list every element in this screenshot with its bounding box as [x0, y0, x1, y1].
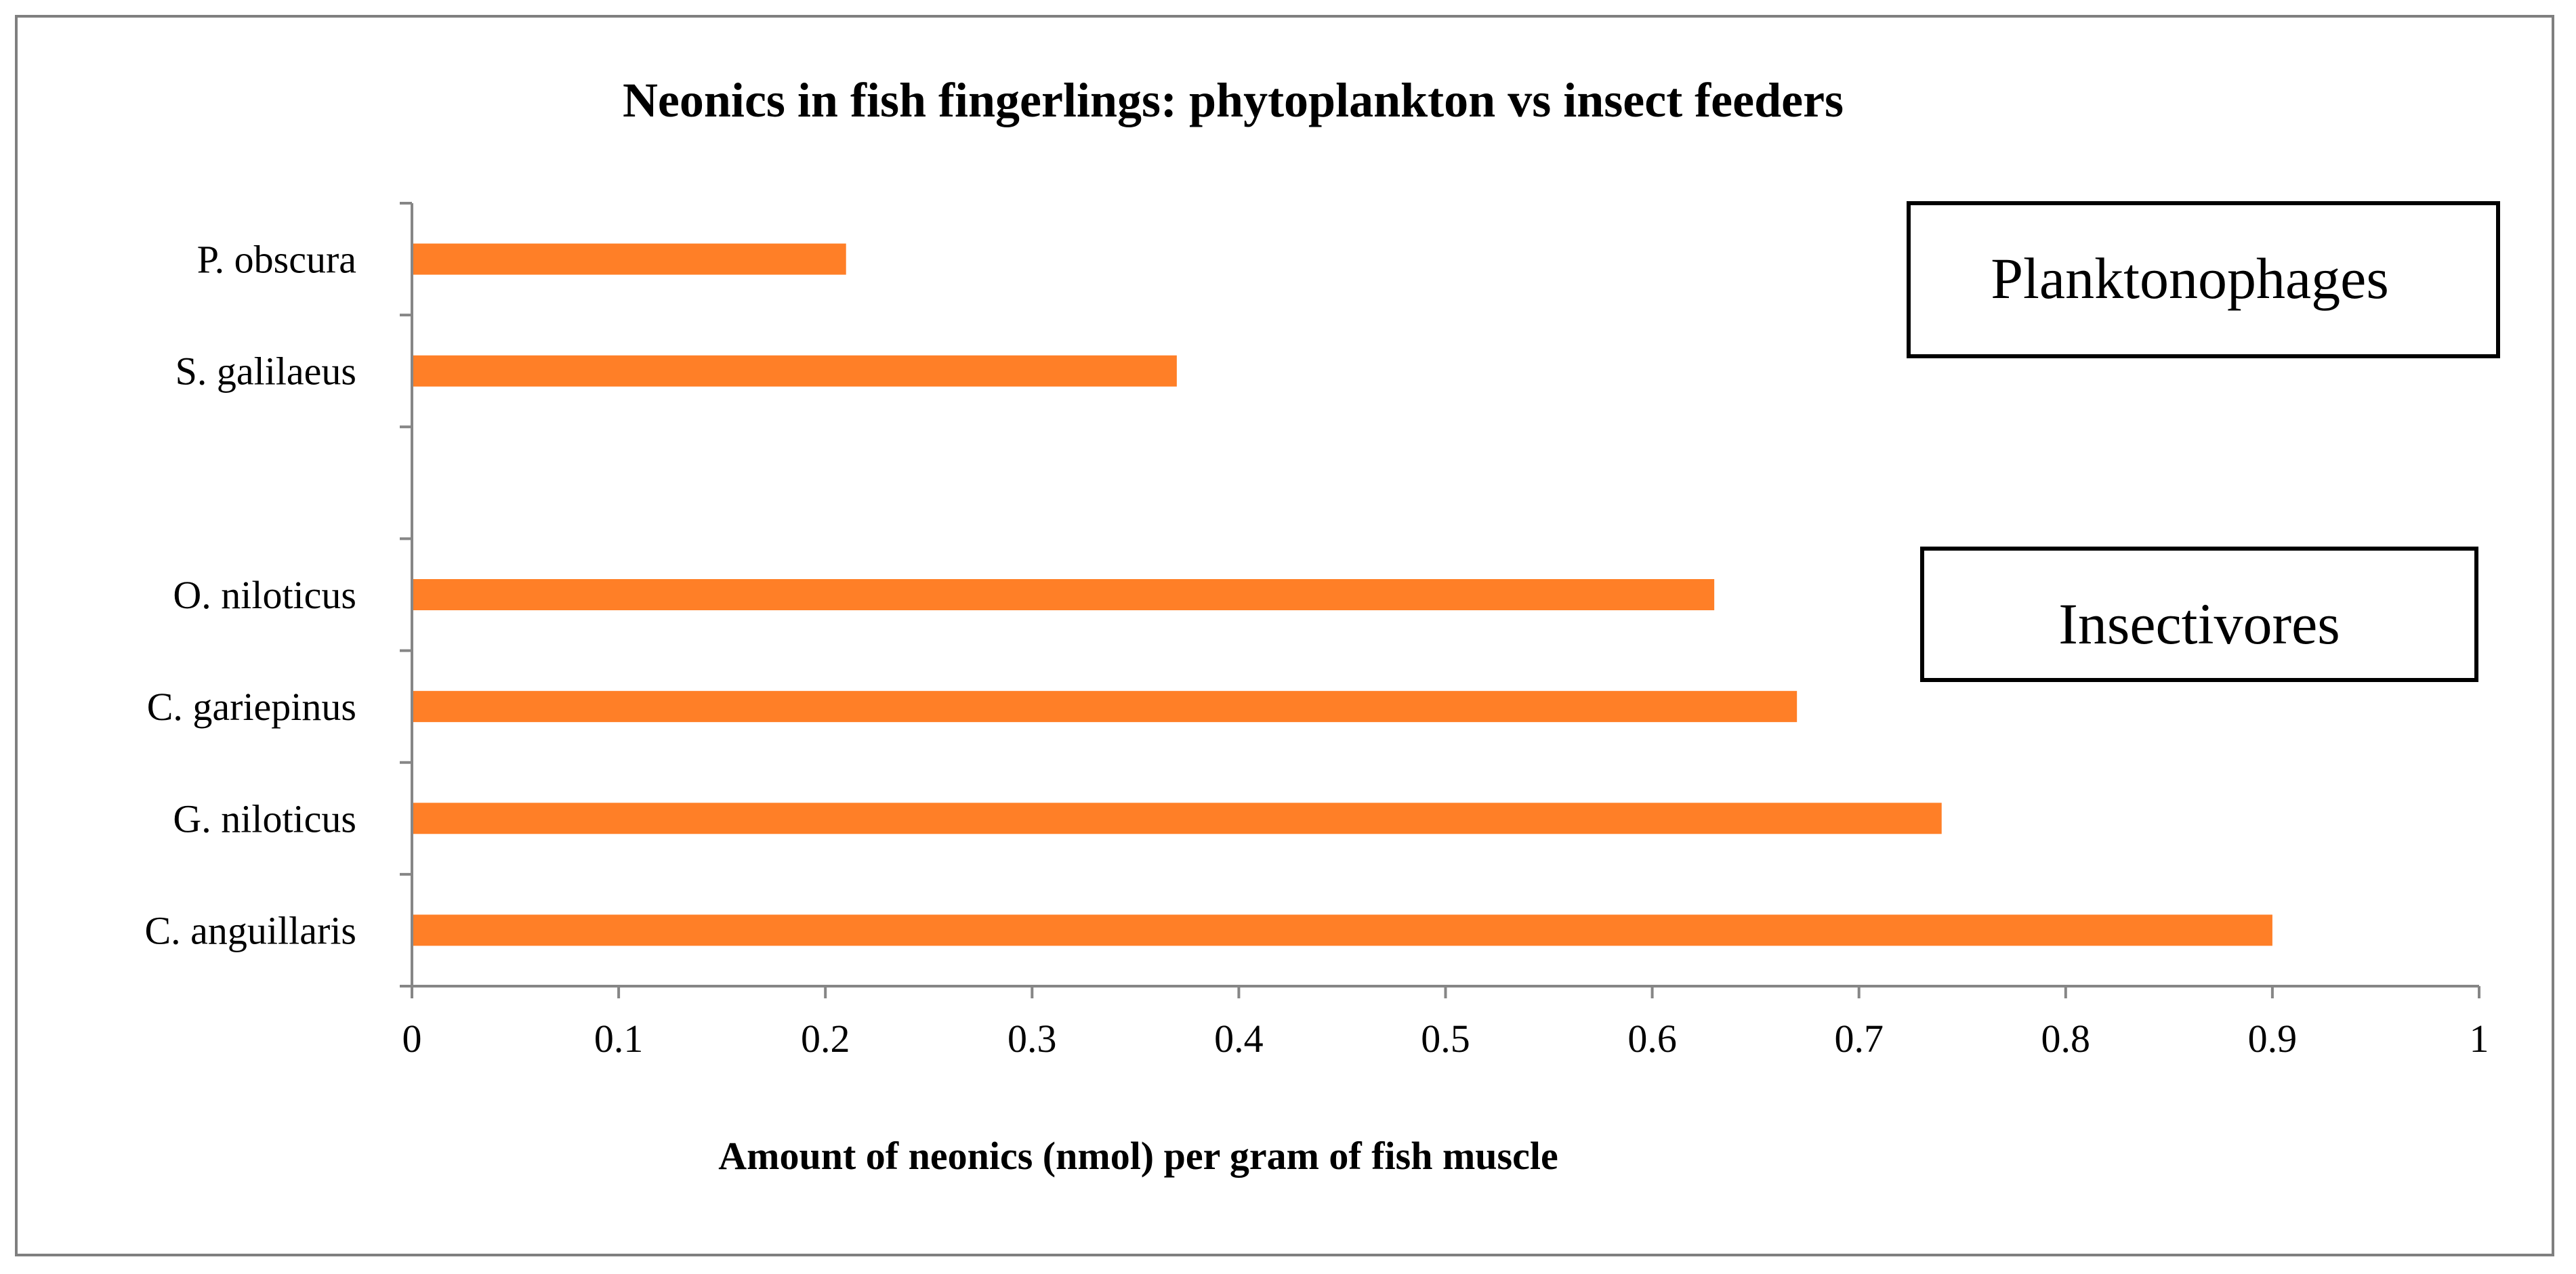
annotation-insectivores: Insectivores	[1920, 547, 2478, 682]
x-tick-label: 0.1	[594, 1017, 644, 1061]
category-label-c-anguillaris: C. anguillaris	[144, 908, 356, 952]
category-label-g-niloticus: G. niloticus	[173, 797, 356, 841]
x-tick-label: 0	[402, 1017, 422, 1061]
category-label-c-gariepinus: C. gariepinus	[147, 685, 356, 729]
annotation-planktonophages-box	[1907, 201, 2500, 358]
labels-layer: P. obscura S. galilaeus O. niloticus C. gar…	[144, 238, 2489, 1061]
bar-c-anguillaris	[412, 914, 2272, 946]
category-label-p-obscura: P. obscura	[197, 238, 356, 282]
annotation-insectivores-box	[1920, 547, 2478, 682]
bar-g-niloticus	[412, 803, 1942, 834]
bar-c-gariepinus	[412, 691, 1798, 723]
bar-o-niloticus	[412, 579, 1715, 610]
x-tick-label: 0.2	[801, 1017, 850, 1061]
chart-title: Neonics in fish fingerlings: phytoplankt…	[623, 73, 1844, 127]
axes-layer	[400, 202, 2480, 998]
x-tick-label: 0.3	[1007, 1017, 1057, 1061]
x-tick-label: 0.9	[2248, 1017, 2298, 1061]
x-tick-label: 0.4	[1214, 1017, 1264, 1061]
category-label-o-niloticus: O. niloticus	[173, 573, 356, 617]
category-label-s-galilaeus: S. galilaeus	[175, 349, 356, 394]
annotation-planktonophages: Planktonophages	[1907, 201, 2500, 358]
x-axis-label: Amount of neonics (nmol) per gram of fis…	[718, 1134, 1558, 1178]
annotation-planktonophages-text: Planktonophages	[1991, 246, 2389, 311]
bar-s-galilaeus	[412, 355, 1177, 387]
bar-p-obscura	[412, 243, 846, 275]
bars-layer	[412, 243, 2272, 946]
x-tick-label: 0.8	[2041, 1017, 2091, 1061]
annotation-insectivores-text: Insectivores	[2058, 591, 2340, 656]
x-tick-label: 0.6	[1627, 1017, 1677, 1061]
x-tick-label: 0.5	[1421, 1017, 1470, 1061]
x-tick-label: 1	[2470, 1017, 2489, 1061]
x-tick-label: 0.7	[1834, 1017, 1884, 1061]
